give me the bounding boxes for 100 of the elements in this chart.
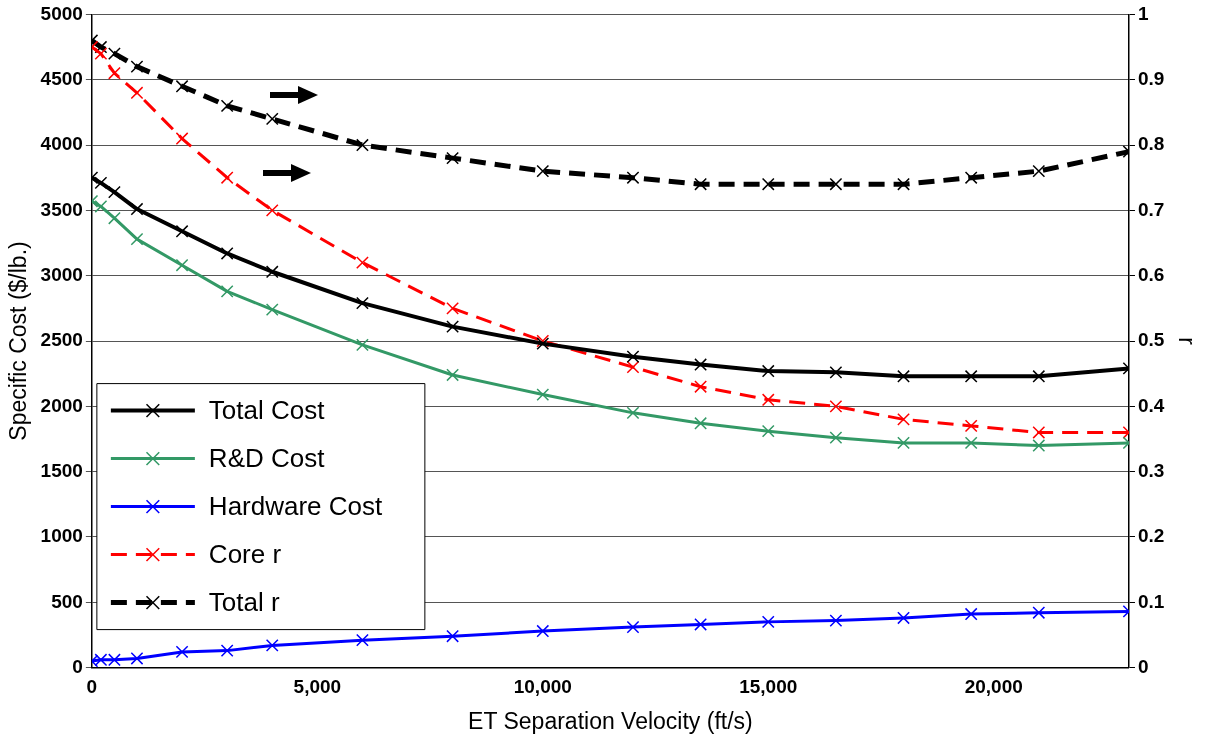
point <box>897 177 910 191</box>
point <box>108 47 121 60</box>
y2-tick-label: 0.2 <box>1137 525 1165 547</box>
point <box>694 380 708 394</box>
legend-label: Total r <box>208 586 281 617</box>
x-axis-title: ET Separation Velocity (ft/s) <box>468 707 753 734</box>
point <box>964 171 978 185</box>
point <box>829 614 843 627</box>
point <box>175 132 189 145</box>
point <box>761 393 775 407</box>
y-tick-label: 500 <box>51 590 83 612</box>
point <box>897 412 910 426</box>
point <box>536 164 550 178</box>
point <box>897 611 910 625</box>
y2-tick-label: 0.7 <box>1137 198 1165 220</box>
point <box>964 607 978 621</box>
y2-axis-title: r <box>1173 337 1200 346</box>
x-tick-label: 5,000 <box>293 676 342 698</box>
point <box>829 365 843 379</box>
point <box>94 653 108 667</box>
point <box>694 618 708 631</box>
point <box>694 358 708 371</box>
point <box>108 66 121 80</box>
x-tick-label: 15,000 <box>739 676 798 698</box>
point <box>175 224 189 238</box>
y2-tick-label: 0.4 <box>1137 394 1165 416</box>
point <box>356 338 369 352</box>
point <box>220 247 234 260</box>
point <box>220 644 234 658</box>
x-tick-label: 10,000 <box>513 676 572 698</box>
point <box>356 296 369 310</box>
legend-label: Hardware Cost <box>208 490 384 521</box>
point <box>1032 426 1046 439</box>
y-tick-label: 1000 <box>40 525 83 547</box>
y-tick-label: 0 <box>72 655 83 677</box>
point <box>446 320 460 334</box>
point <box>108 211 121 225</box>
point <box>897 436 910 450</box>
y-tick-label: 5000 <box>40 2 83 24</box>
point <box>108 653 121 667</box>
point <box>1032 164 1046 178</box>
point <box>175 645 189 659</box>
point <box>175 258 189 272</box>
legend-label: Core r <box>208 538 282 569</box>
point <box>829 431 843 445</box>
point <box>94 47 108 60</box>
point <box>626 406 640 420</box>
point <box>897 369 910 383</box>
point <box>446 301 460 315</box>
x-tick-label: 0 <box>86 676 98 698</box>
y2-tick-label: 0 <box>1137 655 1149 677</box>
point <box>265 112 279 126</box>
point <box>761 424 775 438</box>
y-tick-label: 1500 <box>40 459 83 481</box>
point <box>626 350 640 364</box>
point <box>446 629 460 643</box>
x-tick-label: 20,000 <box>964 676 1023 698</box>
point <box>626 360 640 374</box>
point <box>356 138 369 152</box>
point <box>356 256 369 270</box>
point <box>446 368 460 382</box>
point <box>130 86 144 100</box>
point <box>761 364 775 378</box>
point <box>265 303 279 317</box>
point <box>220 284 234 298</box>
y-axis-title: Specific Cost ($/lb.) <box>5 241 32 441</box>
point <box>626 171 640 185</box>
point <box>94 176 108 190</box>
point <box>1032 439 1046 452</box>
point <box>1032 606 1046 620</box>
legend-label: Total Cost <box>208 394 326 425</box>
y2-tick-label: 0.6 <box>1137 263 1165 285</box>
point <box>626 620 640 634</box>
point <box>356 633 369 647</box>
point <box>964 419 978 433</box>
point <box>761 177 775 191</box>
point <box>220 99 234 113</box>
y2-tick-label: 1 <box>1137 2 1149 24</box>
point <box>1032 369 1046 383</box>
y-tick-label: 4000 <box>40 133 83 155</box>
point <box>265 638 279 652</box>
y2-tick-label: 0.9 <box>1137 67 1165 89</box>
y-tick-label: 2500 <box>40 329 83 351</box>
point <box>175 79 189 93</box>
point <box>220 171 234 185</box>
y-tick-label: 4500 <box>40 67 83 89</box>
y-tick-label: 3500 <box>40 198 83 220</box>
point <box>829 177 843 191</box>
point <box>536 388 550 401</box>
y2-tick-label: 0.8 <box>1137 133 1165 155</box>
point <box>108 185 121 199</box>
point <box>130 60 144 74</box>
y-tick-label: 2000 <box>40 394 83 416</box>
point <box>536 624 550 638</box>
point <box>265 203 279 217</box>
y2-tick-label: 0.5 <box>1137 329 1165 351</box>
y-tick-label: 3000 <box>40 263 83 285</box>
legend-label: R&D Cost <box>208 442 326 473</box>
point <box>829 399 843 413</box>
y2-tick-label: 0.1 <box>1137 590 1165 612</box>
